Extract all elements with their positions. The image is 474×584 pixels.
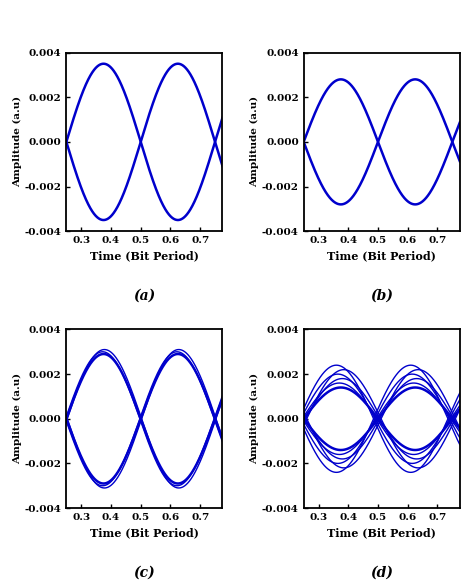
X-axis label: Time (Bit Period): Time (Bit Period) bbox=[90, 251, 199, 262]
Text: (c): (c) bbox=[134, 565, 155, 579]
Y-axis label: Amplitude (a.u): Amplitude (a.u) bbox=[250, 96, 259, 187]
Text: (d): (d) bbox=[370, 565, 393, 579]
Text: (b): (b) bbox=[370, 288, 393, 303]
Y-axis label: Amplitude (a.u): Amplitude (a.u) bbox=[13, 373, 22, 464]
Y-axis label: Amplitude (a.u): Amplitude (a.u) bbox=[250, 373, 259, 464]
X-axis label: Time (Bit Period): Time (Bit Period) bbox=[327, 527, 436, 538]
Text: (a): (a) bbox=[133, 288, 155, 303]
X-axis label: Time (Bit Period): Time (Bit Period) bbox=[327, 251, 436, 262]
Y-axis label: Amplitude (a.u): Amplitude (a.u) bbox=[13, 96, 22, 187]
X-axis label: Time (Bit Period): Time (Bit Period) bbox=[90, 527, 199, 538]
